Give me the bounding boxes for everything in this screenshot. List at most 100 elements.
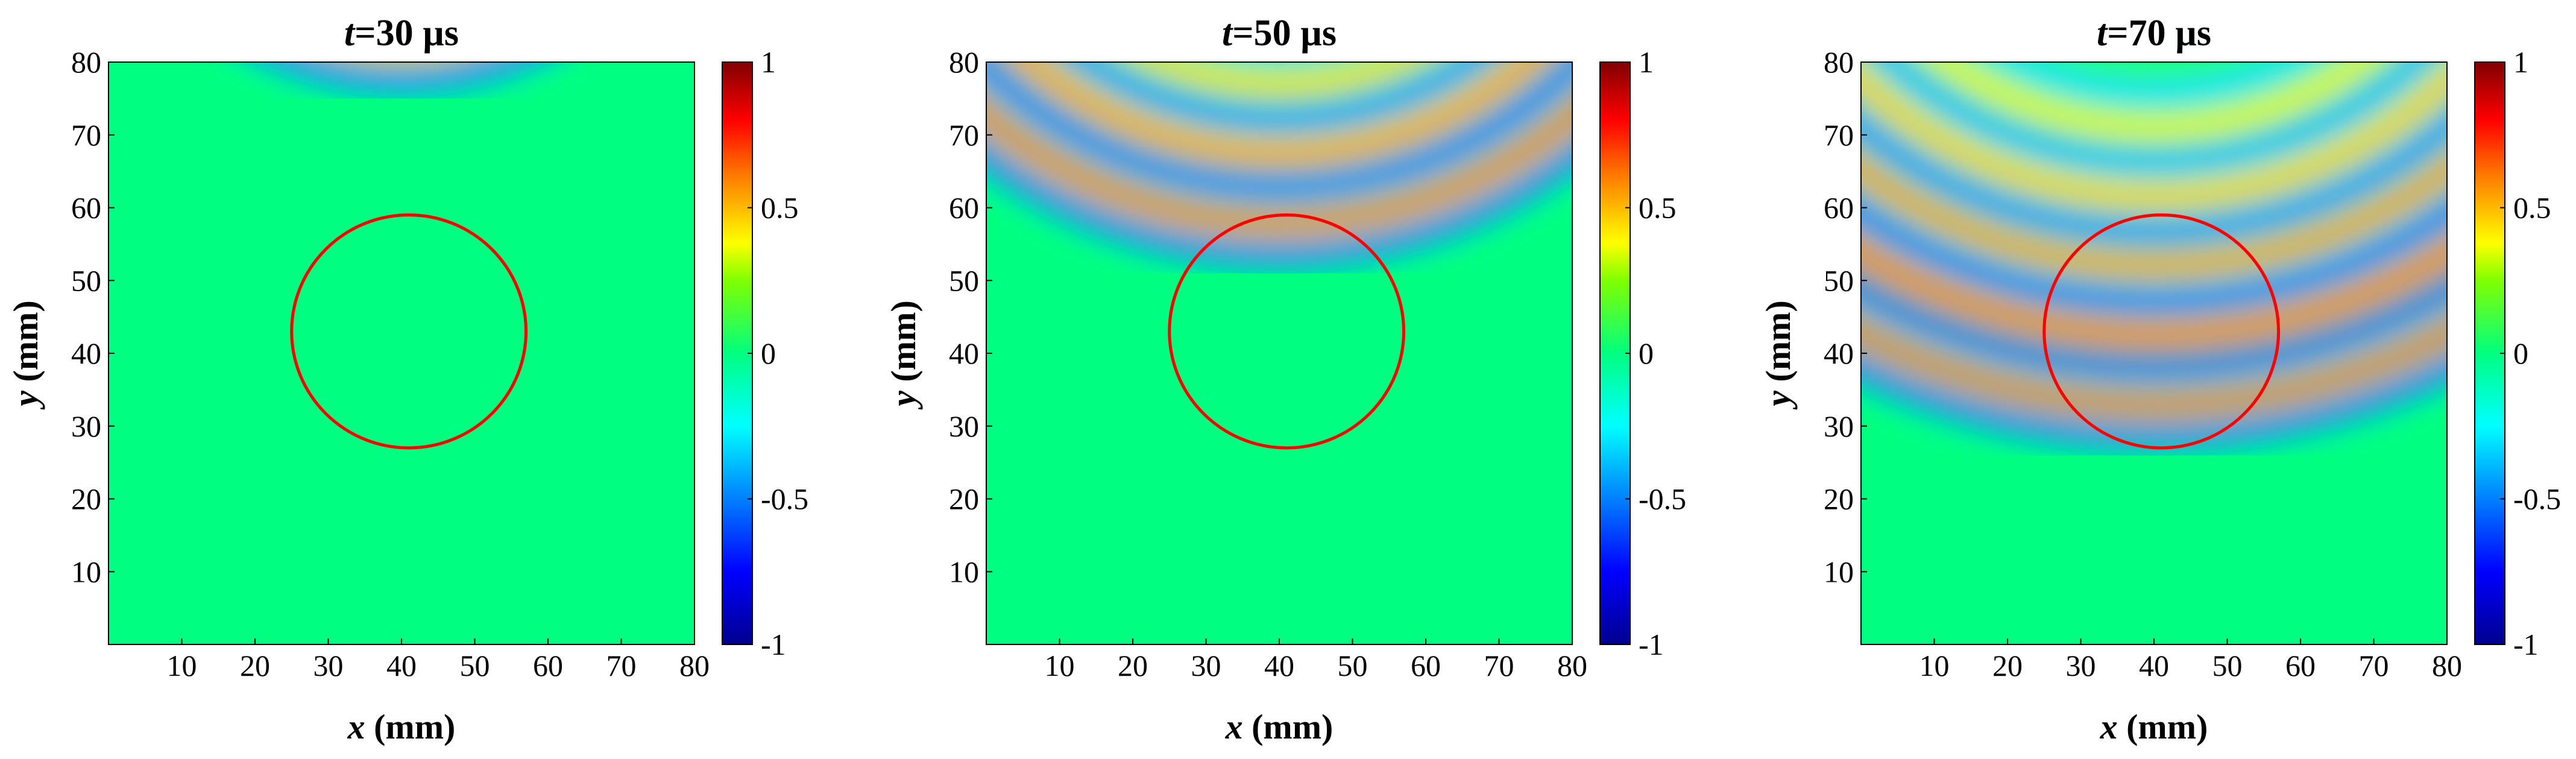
y-tick-label: 80	[71, 45, 101, 79]
wave-band	[1861, 385, 2447, 459]
y-tick-label: 10	[1824, 555, 1854, 588]
wave-band	[1898, 62, 2410, 158]
x-tick-label: 60	[1411, 649, 1441, 682]
wave-band	[1861, 98, 2447, 216]
wave-band	[986, 117, 1572, 231]
x-tick-label: 40	[1264, 649, 1294, 682]
colorbar-tick-label: -0.5	[761, 482, 808, 516]
x-tick-label: 10	[167, 649, 197, 682]
wave-band	[2075, 62, 2233, 72]
wave-band	[1031, 62, 1528, 153]
panel-3-y-label: y (mm)	[1759, 300, 1798, 410]
x-tick-label: 40	[2139, 649, 2169, 682]
wave-band	[1011, 62, 1548, 166]
y-tick-label: 30	[1824, 409, 1854, 443]
wave-band	[1074, 62, 1484, 127]
x-tick-label: 70	[606, 649, 637, 682]
x-tick-label: 50	[460, 649, 490, 682]
wave-band	[1861, 364, 2447, 439]
wave-band	[2053, 62, 2255, 79]
wave-band	[1861, 275, 2447, 361]
y-tick-label: 50	[949, 263, 979, 297]
wave-band	[1861, 342, 2447, 420]
y-tick-label: 10	[71, 555, 101, 588]
wave-band	[1861, 107, 2447, 223]
wave-band	[1861, 173, 2447, 276]
wave-band	[1861, 189, 2447, 289]
x-tick-label: 60	[533, 649, 563, 682]
x-tick-label: 30	[313, 649, 344, 682]
wave-band	[1861, 304, 2447, 387]
y-tick-label: 20	[1824, 482, 1854, 516]
wave-band	[1052, 62, 1507, 140]
wave-band	[1861, 244, 2447, 335]
wave-band	[1861, 157, 2447, 263]
wave-band	[1861, 349, 2447, 426]
panel-1-x-label: x (mm)	[347, 707, 456, 746]
y-tick-label: 30	[949, 409, 979, 443]
y-tick-label: 20	[71, 482, 101, 516]
wave-band	[1878, 62, 2430, 171]
wave-band	[1861, 213, 2447, 309]
wave-band	[1861, 71, 2447, 197]
wave-band	[986, 73, 1572, 198]
y-tick-label: 80	[949, 45, 979, 79]
y-tick-label: 60	[71, 191, 101, 225]
wave-band	[1861, 181, 2447, 282]
wave-band	[1861, 371, 2447, 446]
colorbar-tick-label: -1	[761, 628, 786, 661]
panel-1-y-label: y (mm)	[6, 300, 45, 410]
wave-band	[1125, 62, 1434, 100]
wave-band	[1861, 89, 2447, 210]
y-tick-label: 20	[949, 482, 979, 516]
wave-band	[1174, 62, 1385, 81]
wave-band	[1989, 62, 2319, 106]
wave-band	[1869, 62, 2439, 177]
x-tick-label: 40	[386, 649, 417, 682]
colorbar-tick-label: -1	[2513, 628, 2539, 661]
x-tick-label: 80	[679, 649, 710, 682]
wave-band	[986, 175, 1572, 277]
x-tick-label: 60	[2285, 649, 2316, 682]
wave-band	[1139, 62, 1419, 93]
colorbar-tick-label: 0	[761, 336, 776, 370]
wave-band	[335, 62, 468, 70]
wave-band	[1861, 236, 2447, 328]
y-tick-label: 30	[71, 409, 101, 443]
wave-band	[2018, 62, 2290, 92]
wave-band	[1086, 62, 1473, 120]
x-tick-label: 80	[1557, 649, 1587, 682]
wave-band	[1001, 62, 1557, 172]
wave-band	[1861, 62, 2447, 191]
x-tick-label: 30	[1191, 649, 1221, 682]
wave-band	[1861, 140, 2447, 250]
wave-band	[1861, 267, 2447, 354]
colorbar-tick-label: 1	[1639, 45, 1654, 79]
colorbar-tick-label: 0	[2513, 336, 2528, 370]
wave-band	[289, 62, 514, 83]
wave-band	[1951, 62, 2357, 125]
x-tick-label: 10	[1919, 649, 1950, 682]
colorbar-tick-label: 1	[2513, 45, 2528, 79]
x-tick-label: 10	[1045, 649, 1075, 682]
y-tick-label: 80	[1824, 45, 1854, 79]
wave-band	[986, 159, 1572, 264]
wave-band	[1861, 290, 2447, 374]
wave-band	[1861, 252, 2447, 341]
wave-band	[1861, 124, 2447, 236]
panel-1-heatmap	[109, 62, 694, 644]
wave-band	[1918, 62, 2390, 145]
wave-band	[986, 167, 1572, 271]
x-tick-label: 50	[1338, 649, 1368, 682]
wave-band	[1861, 335, 2447, 413]
x-tick-label: 80	[2432, 649, 2462, 682]
y-tick-label: 40	[71, 336, 101, 370]
wave-band	[1156, 62, 1403, 87]
y-tick-label: 60	[1824, 191, 1854, 225]
wave-band	[1861, 132, 2447, 243]
wave-band	[1041, 62, 1517, 146]
wave-band	[1976, 62, 2332, 112]
wave-band	[1224, 62, 1335, 68]
wave-band	[272, 62, 531, 89]
